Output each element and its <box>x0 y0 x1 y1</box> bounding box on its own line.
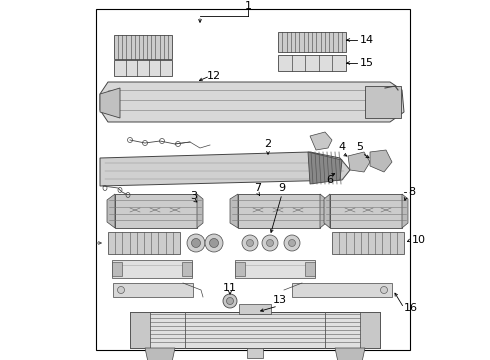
Polygon shape <box>130 312 150 348</box>
Ellipse shape <box>284 235 300 251</box>
Polygon shape <box>107 194 115 228</box>
Polygon shape <box>278 32 346 52</box>
Text: 10: 10 <box>412 235 426 245</box>
Polygon shape <box>335 348 365 360</box>
Ellipse shape <box>187 234 205 252</box>
Polygon shape <box>182 262 192 276</box>
Polygon shape <box>365 86 401 118</box>
Polygon shape <box>100 152 350 186</box>
Polygon shape <box>115 194 197 228</box>
Polygon shape <box>308 152 342 184</box>
Text: 13: 13 <box>273 295 287 305</box>
Polygon shape <box>112 260 192 278</box>
Ellipse shape <box>246 239 253 247</box>
Ellipse shape <box>118 287 124 293</box>
Text: 8: 8 <box>408 187 415 197</box>
Ellipse shape <box>267 239 273 247</box>
Polygon shape <box>332 232 404 254</box>
Ellipse shape <box>242 235 258 251</box>
Text: 5: 5 <box>357 142 364 152</box>
Polygon shape <box>145 348 175 360</box>
Polygon shape <box>310 132 332 150</box>
Polygon shape <box>100 88 120 118</box>
Text: 15: 15 <box>360 58 374 68</box>
Text: 9: 9 <box>278 183 286 193</box>
Polygon shape <box>278 55 346 71</box>
Text: 11: 11 <box>223 283 237 293</box>
Polygon shape <box>113 283 193 297</box>
Polygon shape <box>235 262 245 276</box>
Ellipse shape <box>205 234 223 252</box>
Polygon shape <box>235 260 315 278</box>
Ellipse shape <box>381 287 388 293</box>
Polygon shape <box>108 232 180 254</box>
Polygon shape <box>320 194 326 228</box>
Text: 4: 4 <box>339 142 345 152</box>
Text: 7: 7 <box>254 183 262 193</box>
Polygon shape <box>197 194 203 228</box>
Polygon shape <box>247 348 263 358</box>
Polygon shape <box>370 150 392 172</box>
Polygon shape <box>130 312 380 348</box>
Text: 16: 16 <box>404 303 418 313</box>
Polygon shape <box>402 194 408 228</box>
Polygon shape <box>324 194 330 228</box>
Polygon shape <box>239 304 271 314</box>
Ellipse shape <box>226 297 234 305</box>
Ellipse shape <box>210 238 219 248</box>
Text: 14: 14 <box>360 35 374 45</box>
Polygon shape <box>360 312 380 348</box>
Polygon shape <box>238 194 320 228</box>
Text: 2: 2 <box>265 139 271 149</box>
Ellipse shape <box>262 235 278 251</box>
Text: 12: 12 <box>207 71 221 81</box>
Ellipse shape <box>289 239 295 247</box>
Polygon shape <box>330 194 402 228</box>
Polygon shape <box>114 60 172 76</box>
Polygon shape <box>100 82 404 122</box>
Text: 6: 6 <box>326 175 334 185</box>
Polygon shape <box>305 262 315 276</box>
Text: 1: 1 <box>245 1 251 11</box>
Text: 3: 3 <box>190 191 197 201</box>
Polygon shape <box>348 152 370 172</box>
Polygon shape <box>112 262 122 276</box>
Polygon shape <box>114 35 172 59</box>
Ellipse shape <box>223 294 237 308</box>
Ellipse shape <box>192 238 200 248</box>
Polygon shape <box>292 283 392 297</box>
Polygon shape <box>230 194 238 228</box>
